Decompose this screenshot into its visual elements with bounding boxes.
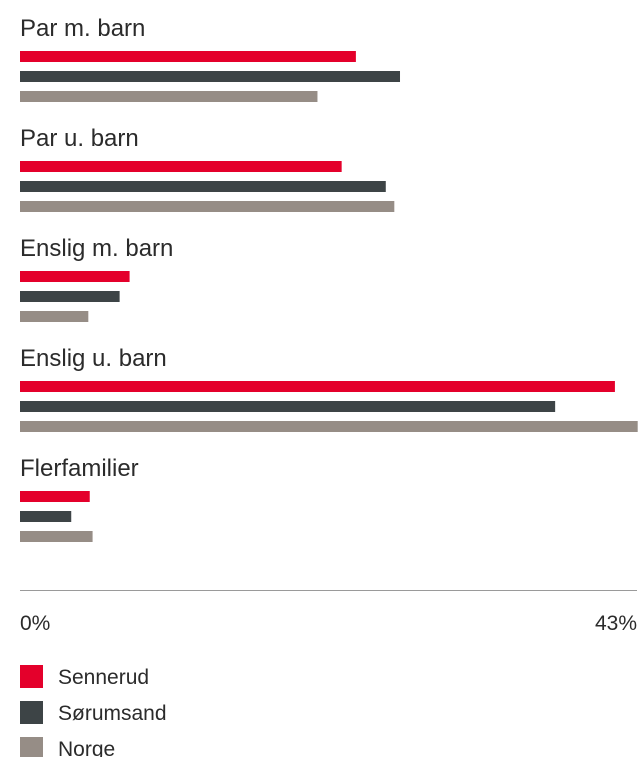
category-label-enslig-m-barn: Enslig m. barn xyxy=(20,235,173,262)
bar-norge-par-u-barn xyxy=(20,201,395,212)
bar-sennerud-enslig-u-barn xyxy=(20,381,615,392)
x-tick-label-max: 43% xyxy=(595,612,637,635)
legend-swatch-sørumsand xyxy=(20,701,43,724)
category-label-flerfamilier: Flerfamilier xyxy=(20,455,139,482)
legend-swatch-norge xyxy=(20,737,43,760)
bar-norge-par-m-barn xyxy=(20,91,318,102)
bar-norge-enslig-u-barn xyxy=(20,421,638,432)
category-label-par-m-barn: Par m. barn xyxy=(20,15,145,42)
bar-sørumsand-par-u-barn xyxy=(20,181,386,192)
category-label-enslig-u-barn: Enslig u. barn xyxy=(20,345,167,372)
bar-norge-enslig-m-barn xyxy=(20,311,89,322)
bar-sørumsand-enslig-u-barn xyxy=(20,401,556,412)
bar-sennerud-flerfamilier xyxy=(20,491,90,502)
bar-norge-flerfamilier xyxy=(20,531,93,542)
bar-sennerud-par-u-barn xyxy=(20,161,342,172)
legend-swatch-sennerud xyxy=(20,665,43,688)
bar-sørumsand-flerfamilier xyxy=(20,511,72,522)
category-label-par-u-barn: Par u. barn xyxy=(20,125,139,152)
legend-label-sennerud: Sennerud xyxy=(58,666,149,689)
bar-sennerud-enslig-m-barn xyxy=(20,271,130,282)
legend-label-sørumsand: Sørumsand xyxy=(58,702,167,725)
legend-label-norge: Norge xyxy=(58,738,115,757)
bar-sennerud-par-m-barn xyxy=(20,51,356,62)
bar-sørumsand-enslig-m-barn xyxy=(20,291,120,302)
bar-sørumsand-par-m-barn xyxy=(20,71,401,82)
x-tick-label-min: 0% xyxy=(20,612,50,635)
